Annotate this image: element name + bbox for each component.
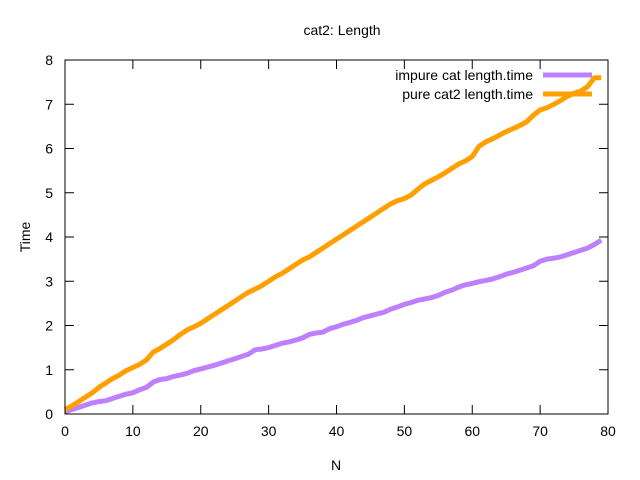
x-tick-label: 30	[261, 423, 277, 439]
chart-title: cat2: Length	[303, 22, 380, 38]
y-tick-label: 4	[45, 229, 53, 245]
plot-frame	[64, 59, 609, 415]
plot-series	[63, 75, 603, 415]
x-tick-label: 0	[61, 423, 69, 439]
y-tick-label: 0	[45, 406, 53, 422]
x-tick-label: 80	[600, 423, 616, 439]
y-tick-label: 6	[45, 141, 53, 157]
series-line-impure	[64, 238, 603, 415]
series-line-pure	[63, 75, 602, 412]
x-tick-label: 70	[532, 423, 548, 439]
axis-ticks: 0 10 20 30 40 50 60 70 80 0 1 2 3 4 5 6 7 8	[45, 52, 616, 439]
x-tick-label: 40	[329, 423, 345, 439]
y-tick-label: 1	[45, 362, 53, 378]
legend-label-impure: impure cat length.time	[395, 67, 533, 83]
y-tick-label: 7	[45, 96, 53, 112]
x-tick-label: 10	[125, 423, 141, 439]
x-tick-label: 60	[464, 423, 480, 439]
y-tick-label: 2	[45, 318, 53, 334]
legend-label-pure: pure cat2 length.time	[402, 86, 533, 102]
x-tick-label: 50	[397, 423, 413, 439]
y-tick-label: 8	[45, 52, 53, 68]
x-axis-label: N	[331, 457, 341, 473]
x-tick-label: 20	[193, 423, 209, 439]
y-tick-label: 5	[45, 185, 53, 201]
legend: impure cat length.time pure cat2 length.…	[395, 67, 592, 102]
y-tick-label: 3	[45, 273, 53, 289]
y-axis-label: Time	[17, 221, 33, 252]
